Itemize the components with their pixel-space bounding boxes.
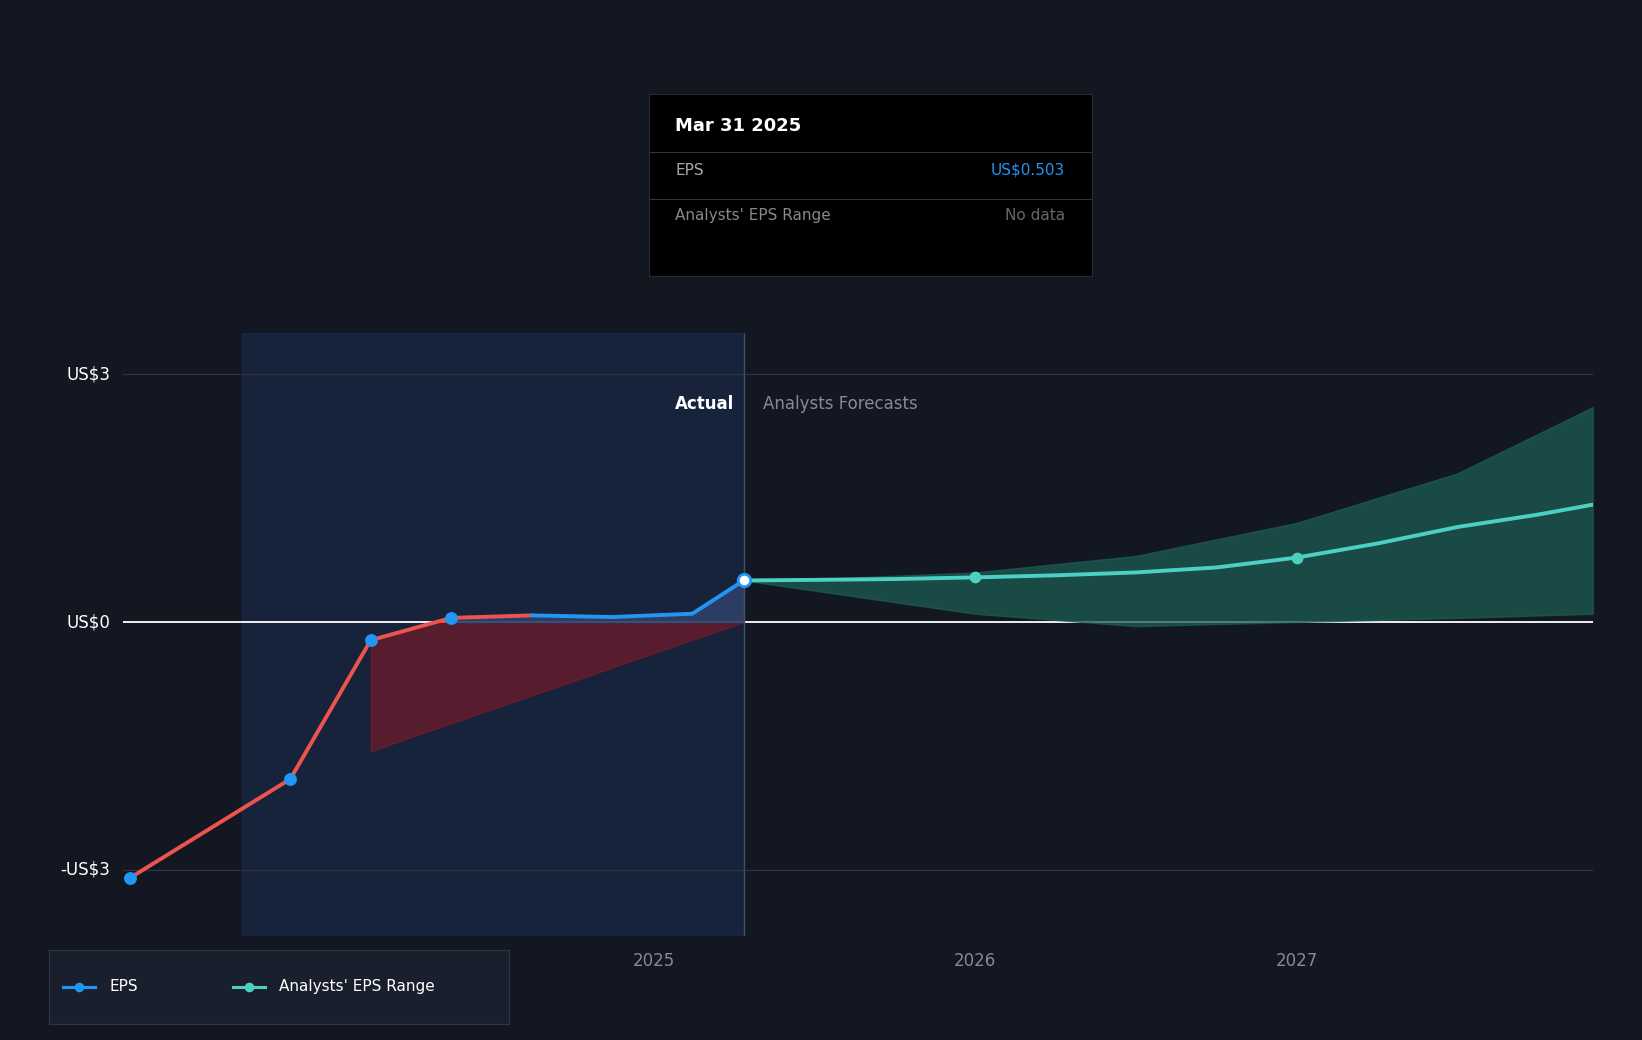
Text: Analysts' EPS Range: Analysts' EPS Range xyxy=(279,980,435,994)
Point xyxy=(66,979,92,995)
Text: Mar 31 2025: Mar 31 2025 xyxy=(675,118,801,135)
Point xyxy=(358,632,384,649)
Text: -US$3: -US$3 xyxy=(61,861,110,879)
Point xyxy=(117,869,143,886)
Point xyxy=(236,979,263,995)
Text: US$0: US$0 xyxy=(66,613,110,631)
Text: US$3: US$3 xyxy=(66,365,110,383)
Point xyxy=(731,572,757,589)
Point xyxy=(1284,549,1310,566)
Text: Analysts' EPS Range: Analysts' EPS Range xyxy=(675,208,831,224)
Point xyxy=(962,569,988,586)
Text: Actual: Actual xyxy=(675,395,734,413)
Text: Analysts Forecasts: Analysts Forecasts xyxy=(764,395,918,413)
Bar xyxy=(241,333,744,936)
Text: EPS: EPS xyxy=(108,980,138,994)
Text: EPS: EPS xyxy=(675,163,704,178)
Point xyxy=(438,609,465,626)
Text: US$0.503: US$0.503 xyxy=(992,163,1066,178)
Point xyxy=(277,771,304,787)
Text: No data: No data xyxy=(1005,208,1066,224)
